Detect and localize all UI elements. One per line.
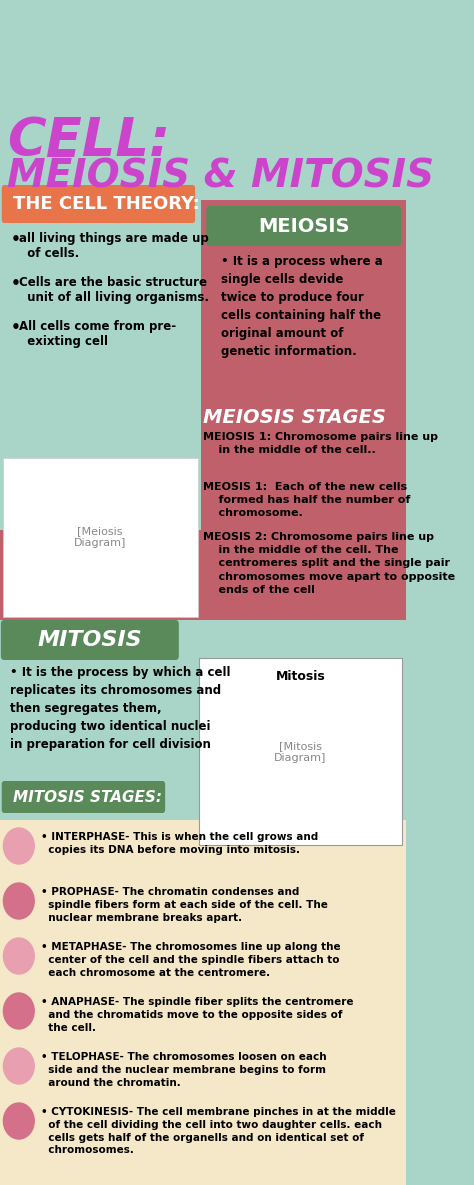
Circle shape <box>3 993 34 1029</box>
Text: MITOSIS: MITOSIS <box>37 630 142 651</box>
Circle shape <box>3 883 34 920</box>
FancyBboxPatch shape <box>0 622 406 822</box>
FancyBboxPatch shape <box>1 620 179 660</box>
Text: MEOSIS 2: Chromosome pairs line up
    in the middle of the cell. The
    centro: MEOSIS 2: Chromosome pairs line up in th… <box>203 532 455 595</box>
Text: MITOSIS STAGES:: MITOSIS STAGES: <box>13 789 162 805</box>
Text: MEIOSIS: MEIOSIS <box>258 217 349 236</box>
Text: [Mitosis
Diagram]: [Mitosis Diagram] <box>274 741 327 763</box>
Text: MEIOSIS 1: Chromosome pairs line up
    in the middle of the cell..: MEIOSIS 1: Chromosome pairs line up in t… <box>203 433 438 455</box>
FancyBboxPatch shape <box>200 658 402 845</box>
Text: • INTERPHASE- This is when the cell grows and
  copies its DNA before moving int: • INTERPHASE- This is when the cell grow… <box>41 832 319 854</box>
FancyBboxPatch shape <box>2 185 195 223</box>
FancyBboxPatch shape <box>0 0 406 185</box>
Text: • PROPHASE- The chromatin condenses and
  spindle fibers form at each side of th: • PROPHASE- The chromatin condenses and … <box>41 888 328 923</box>
Text: •: • <box>10 232 20 246</box>
Text: • It is a process where a
single cells devide
twice to produce four
cells contai: • It is a process where a single cells d… <box>221 255 383 358</box>
Text: MEIOSIS STAGES: MEIOSIS STAGES <box>203 408 386 427</box>
Text: • It is the process by which a cell
replicates its chromosomes and
then segregat: • It is the process by which a cell repl… <box>10 666 231 751</box>
Circle shape <box>3 828 34 864</box>
Circle shape <box>3 1103 34 1139</box>
Text: • CYTOKINESIS- The cell membrane pinches in at the middle
  of the cell dividing: • CYTOKINESIS- The cell membrane pinches… <box>41 1107 396 1155</box>
Text: •: • <box>10 276 20 292</box>
Text: • METAPHASE- The chromosomes line up along the
  center of the cell and the spin: • METAPHASE- The chromosomes line up alo… <box>41 942 341 978</box>
FancyBboxPatch shape <box>0 200 201 530</box>
FancyBboxPatch shape <box>0 820 406 1185</box>
Circle shape <box>3 1048 34 1084</box>
Text: Cells are the basic structure
  unit of all living organisms.: Cells are the basic structure unit of al… <box>19 276 209 305</box>
Circle shape <box>3 939 34 974</box>
Text: [Meiosis
Diagram]: [Meiosis Diagram] <box>74 526 126 547</box>
Text: THE CELL THEORY:: THE CELL THEORY: <box>13 196 200 213</box>
Text: All cells come from pre-
  exixting cell: All cells come from pre- exixting cell <box>19 320 176 348</box>
Text: all living things are made up
  of cells.: all living things are made up of cells. <box>19 232 209 260</box>
FancyBboxPatch shape <box>206 206 401 246</box>
FancyBboxPatch shape <box>2 781 165 813</box>
FancyBboxPatch shape <box>2 457 199 617</box>
Text: Mitosis: Mitosis <box>275 670 325 683</box>
Text: MEOSIS 1:  Each of the new cells
    formed has half the number of
    chromosom: MEOSIS 1: Each of the new cells formed h… <box>203 482 410 518</box>
Text: • TELOPHASE- The chromosomes loosen on each
  side and the nuclear membrane begi: • TELOPHASE- The chromosomes loosen on e… <box>41 1052 327 1088</box>
Text: MEIOSIS & MITOSIS: MEIOSIS & MITOSIS <box>7 158 434 196</box>
Text: CELL:: CELL: <box>7 115 170 167</box>
Text: •: • <box>10 320 20 335</box>
Text: • ANAPHASE- The spindle fiber splits the centromere
  and the chromatids move to: • ANAPHASE- The spindle fiber splits the… <box>41 997 354 1032</box>
FancyBboxPatch shape <box>0 200 406 620</box>
